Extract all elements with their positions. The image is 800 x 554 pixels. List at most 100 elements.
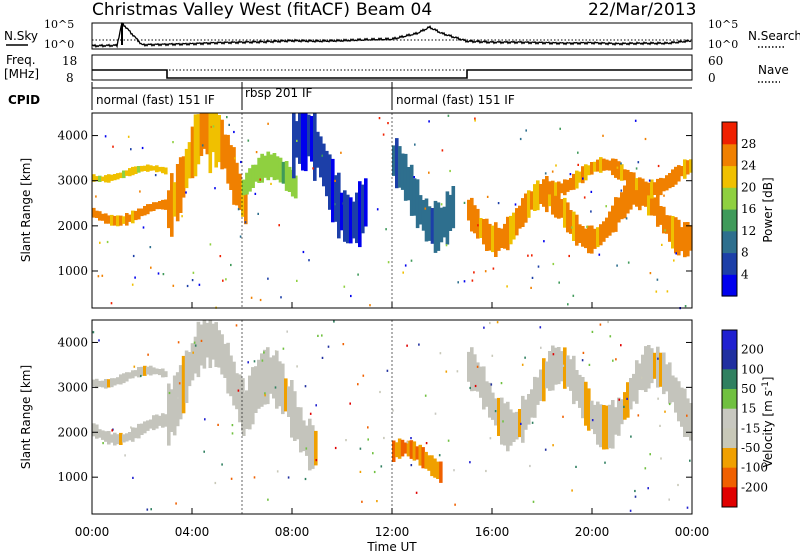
heatmap-cell	[659, 177, 663, 196]
heatmap-cell	[107, 379, 111, 388]
heatmap-cell	[101, 380, 105, 388]
heatmap-cell	[137, 367, 141, 378]
heatmap-cell	[566, 355, 570, 387]
heatmap-cell	[152, 415, 156, 431]
heatmap-cell	[140, 366, 144, 376]
n-sky-label: N.Sky	[4, 29, 38, 43]
heatmap-cell	[485, 381, 489, 407]
heatmap-cell	[614, 407, 618, 435]
heatmap-cell	[146, 366, 150, 375]
heatmap-cell	[244, 184, 248, 225]
heatmap-cell	[638, 363, 642, 390]
heatmap-cell	[539, 184, 543, 204]
heatmap-speckle	[132, 476, 134, 479]
colorbar-tick-6: -100	[741, 461, 768, 475]
heatmap-speckle	[486, 195, 489, 198]
heatmap-speckle	[686, 506, 689, 509]
heatmap-cell	[566, 202, 570, 233]
heatmap-cell	[551, 183, 555, 194]
heatmap-speckle	[376, 500, 378, 503]
heatmap-cell	[677, 219, 681, 256]
heatmap-cell	[424, 198, 429, 242]
heatmap-speckle	[222, 279, 224, 282]
heatmap-cell	[635, 180, 639, 207]
heatmap-speckle	[383, 436, 385, 440]
heatmap-speckle	[305, 447, 308, 450]
heatmap-speckle	[491, 354, 494, 357]
heatmap-cell	[158, 166, 162, 172]
heatmap-speckle	[571, 226, 573, 229]
freq-tick-bottom: 8	[66, 71, 74, 85]
heatmap-cell	[593, 161, 597, 172]
noise-right-tick-top: 10^5	[708, 18, 738, 31]
heatmap-speckle	[616, 166, 619, 169]
heatmap-cell	[146, 420, 150, 431]
heatmap-cell	[232, 361, 236, 406]
heatmap-cell	[296, 407, 300, 440]
heatmap-cell	[95, 176, 99, 181]
heatmap-cell	[470, 197, 474, 232]
heatmap-speckle	[97, 275, 100, 278]
heatmap-speckle	[385, 228, 387, 231]
heatmap-cell	[593, 228, 597, 249]
heatmap-cell	[569, 210, 573, 234]
heatmap-cell	[295, 121, 299, 158]
x-tick-label-2: 08:00	[275, 525, 310, 539]
heatmap-cell	[542, 179, 546, 191]
heatmap-cell	[587, 165, 591, 176]
colorbar-swatch-0	[722, 274, 737, 297]
heatmap-cell	[152, 202, 156, 211]
heatmap-cell	[686, 222, 690, 257]
velocity-heatmap	[92, 320, 693, 512]
heatmap-speckle	[537, 265, 540, 268]
heatmap-cell	[167, 383, 171, 446]
heatmap-speckle	[264, 394, 266, 397]
heatmap-cell	[116, 215, 120, 227]
heatmap-cell	[217, 115, 221, 163]
heatmap-cell	[152, 166, 156, 171]
heatmap-cell	[548, 184, 552, 207]
heatmap-cell	[178, 365, 183, 420]
heatmap-speckle	[139, 190, 141, 193]
heatmap-cell	[662, 178, 666, 192]
freq-unit-label: [MHz]	[4, 67, 39, 81]
heatmap-speckle	[357, 273, 359, 276]
y-tick-label-0: 1000	[57, 264, 88, 278]
heatmap-cell	[287, 386, 291, 417]
heatmap-cell	[110, 174, 114, 181]
heatmap-cell	[281, 161, 286, 184]
heatmap-cell	[521, 198, 525, 227]
heatmap-speckle	[267, 277, 269, 280]
heatmap-cell	[334, 175, 338, 222]
heatmap-speckle	[124, 454, 126, 457]
heatmap-cell	[170, 173, 174, 237]
heatmap-speckle	[254, 192, 257, 195]
heatmap-speckle	[591, 419, 594, 422]
heatmap-cell	[119, 172, 123, 179]
heatmap-cell	[412, 441, 417, 461]
heatmap-speckle	[359, 447, 362, 450]
heatmap-cell	[668, 215, 672, 242]
heatmap-cell	[304, 113, 308, 172]
nave-tick-top: 60	[708, 54, 723, 68]
heatmap-cell	[113, 174, 117, 181]
heatmap-speckle	[110, 302, 113, 305]
heatmap-cell	[122, 170, 126, 179]
heatmap-cell	[116, 377, 120, 385]
heatmap-cell	[680, 227, 684, 252]
heatmap-speckle	[572, 294, 575, 297]
heatmap-speckle	[484, 270, 487, 273]
heatmap-cell	[211, 113, 215, 153]
heatmap-speckle	[469, 461, 471, 464]
heatmap-cell	[128, 372, 132, 379]
heatmap-cell	[629, 378, 633, 410]
heatmap-cell	[122, 216, 126, 224]
heatmap-speckle	[345, 439, 347, 442]
heatmap-speckle	[237, 208, 240, 211]
heatmap-speckle	[559, 127, 561, 130]
heatmap-speckle	[485, 469, 487, 473]
heatmap-cell	[653, 197, 657, 216]
heatmap-cell	[674, 166, 678, 185]
heatmap-cell	[551, 345, 555, 391]
heatmap-cell	[448, 194, 453, 231]
